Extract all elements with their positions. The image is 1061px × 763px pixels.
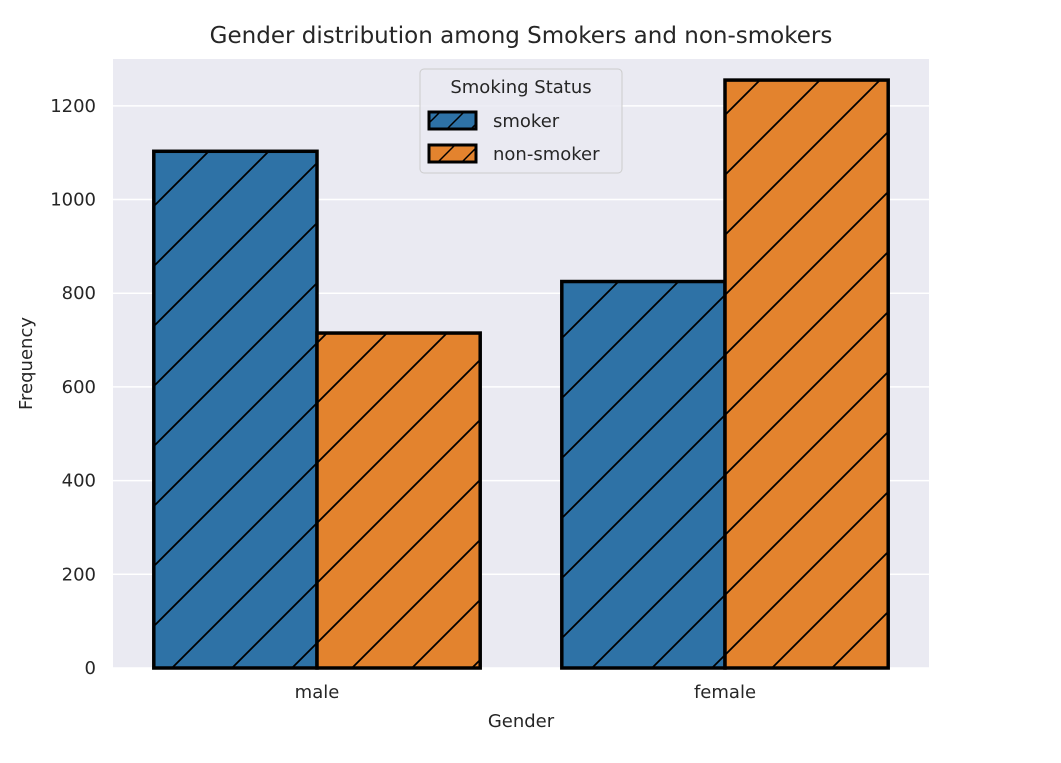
bar-male-non-smoker	[315, 331, 482, 670]
legend-swatch-non-smoker	[427, 143, 478, 164]
legend-label-non-smoker: non-smoker	[493, 144, 600, 165]
legend: Smoking Status smoker non-smoker	[419, 68, 623, 174]
x-axis-ticks: male female	[295, 682, 756, 703]
bar-male-smoker	[152, 149, 319, 670]
y-tick-label: 200	[62, 564, 96, 585]
y-tick-label: 0	[85, 658, 96, 679]
y-axis-ticks: 0 200 400 600 800 1000 1200	[50, 96, 96, 679]
x-tick-label: female	[694, 682, 756, 703]
bar-female-non-smoker	[723, 78, 890, 670]
y-tick-label: 1000	[50, 190, 96, 211]
bars	[152, 78, 890, 670]
y-tick-label: 1200	[50, 96, 96, 117]
x-tick-label: male	[295, 682, 340, 703]
bar-female-smoker	[560, 279, 727, 670]
legend-label-smoker: smoker	[493, 111, 560, 132]
y-tick-label: 800	[62, 283, 96, 304]
legend-swatch-smoker	[427, 110, 478, 131]
y-tick-label: 400	[62, 471, 96, 492]
y-axis-label: Frequency	[16, 317, 37, 410]
y-tick-label: 600	[62, 377, 96, 398]
chart-title: Gender distribution among Smokers and no…	[210, 23, 833, 49]
x-axis-label: Gender	[488, 711, 555, 732]
legend-title: Smoking Status	[450, 77, 591, 98]
